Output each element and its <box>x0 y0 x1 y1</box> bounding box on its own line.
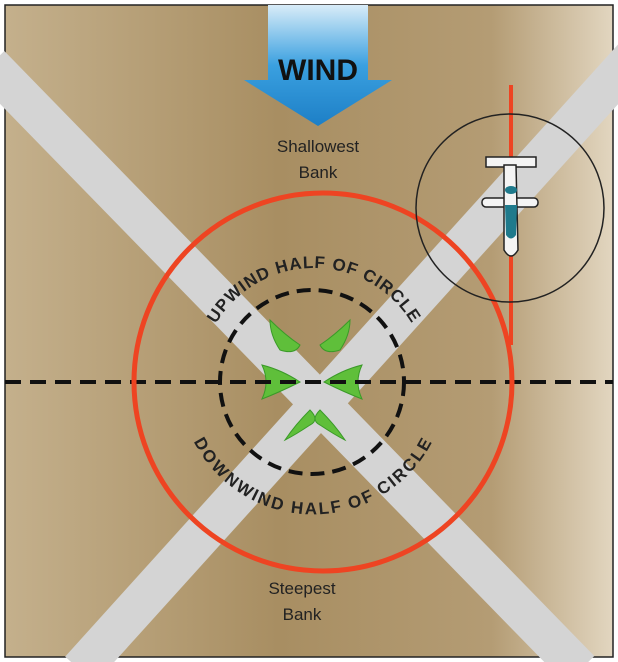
wind-arrow <box>244 5 392 126</box>
top-label: Shallowest <box>277 137 359 156</box>
roads <box>0 44 618 662</box>
airplane <box>481 156 539 257</box>
airplane-circle <box>415 113 605 303</box>
wind-label: WIND <box>278 54 358 87</box>
ground-track <box>131 190 515 574</box>
bottom-label: Bank <box>283 605 322 624</box>
top-label: Bank <box>299 163 338 182</box>
bottom-label: Steepest <box>268 579 335 598</box>
inner-circle <box>218 288 406 476</box>
